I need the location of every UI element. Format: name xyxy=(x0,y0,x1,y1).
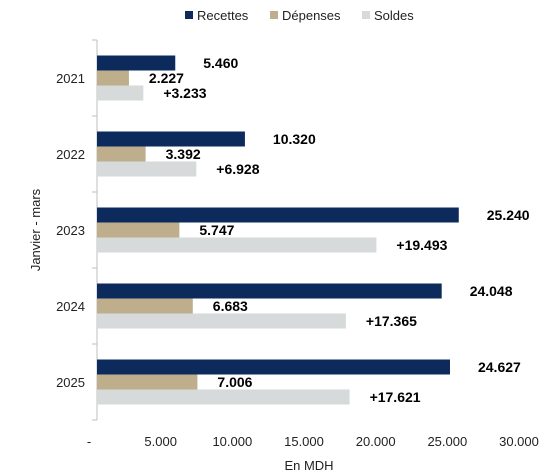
x-axis-ticks: - 5.000 10.000 15.000 20.000 25.000 30.000 xyxy=(87,434,539,449)
bar-soldes xyxy=(97,237,377,253)
data-label: +6.928 xyxy=(216,161,259,177)
bar-recettes xyxy=(97,55,176,71)
data-label: +17.621 xyxy=(370,389,421,405)
bar-dépenses xyxy=(97,222,180,238)
data-label: +3.233 xyxy=(163,85,206,101)
y-tick-label: 2021 xyxy=(56,71,85,86)
legend-swatch-dépenses xyxy=(270,11,278,19)
x-tick-label: 25.000 xyxy=(427,434,467,449)
bar-soldes xyxy=(97,313,346,329)
legend-label: Dépenses xyxy=(282,8,341,23)
y-tick-label: 2022 xyxy=(56,147,85,162)
data-label: 24.627 xyxy=(478,359,521,375)
x-tick-label: 15.000 xyxy=(284,434,324,449)
bar-recettes xyxy=(97,283,442,299)
bar-dépenses xyxy=(97,70,129,86)
data-label: 6.683 xyxy=(213,298,248,314)
x-tick-label: - xyxy=(87,434,91,449)
bar-dépenses xyxy=(97,374,198,390)
bar-recettes xyxy=(97,359,450,375)
data-label: +17.365 xyxy=(366,313,417,329)
data-label: 5.460 xyxy=(203,55,238,71)
bar-soldes xyxy=(97,161,197,177)
legend-label: Recettes xyxy=(197,8,249,23)
x-tick-label: 10.000 xyxy=(212,434,252,449)
data-label: +19.493 xyxy=(396,237,447,253)
x-tick-label: 20.000 xyxy=(356,434,396,449)
data-label: 25.240 xyxy=(487,207,530,223)
bar-dépenses xyxy=(97,298,193,314)
bar-soldes xyxy=(97,85,144,101)
x-tick-label: 5.000 xyxy=(144,434,177,449)
bar-soldes xyxy=(97,389,350,405)
legend-swatch-soldes xyxy=(362,11,370,19)
legend: Recettes Dépenses Soldes xyxy=(185,8,414,23)
bar-recettes xyxy=(97,131,245,147)
y-axis-title: Janvier - mars xyxy=(28,188,43,271)
data-label: 10.320 xyxy=(273,131,316,147)
legend-swatch-recettes xyxy=(185,11,193,19)
bar-dépenses xyxy=(97,146,146,162)
x-axis-title: En MDH xyxy=(284,458,333,473)
y-tick-label: 2023 xyxy=(56,223,85,238)
legend-label: Soldes xyxy=(374,8,414,23)
data-label: 24.048 xyxy=(470,283,513,299)
data-label: 5.747 xyxy=(199,222,234,238)
x-tick-label: 30.000 xyxy=(499,434,539,449)
data-label: 2.227 xyxy=(149,70,184,86)
y-axis-ticks: 2021 2022 2023 2024 2025 xyxy=(56,39,97,421)
plot-area: 5.460 2.227+3.233 10.320 3.392 +6.928 25.240 5… xyxy=(96,40,530,420)
data-label: 7.006 xyxy=(217,374,252,390)
data-label: 3.392 xyxy=(166,146,201,162)
y-tick-label: 2024 xyxy=(56,299,85,314)
bar-recettes xyxy=(97,207,459,223)
y-tick-label: 2025 xyxy=(56,375,85,390)
